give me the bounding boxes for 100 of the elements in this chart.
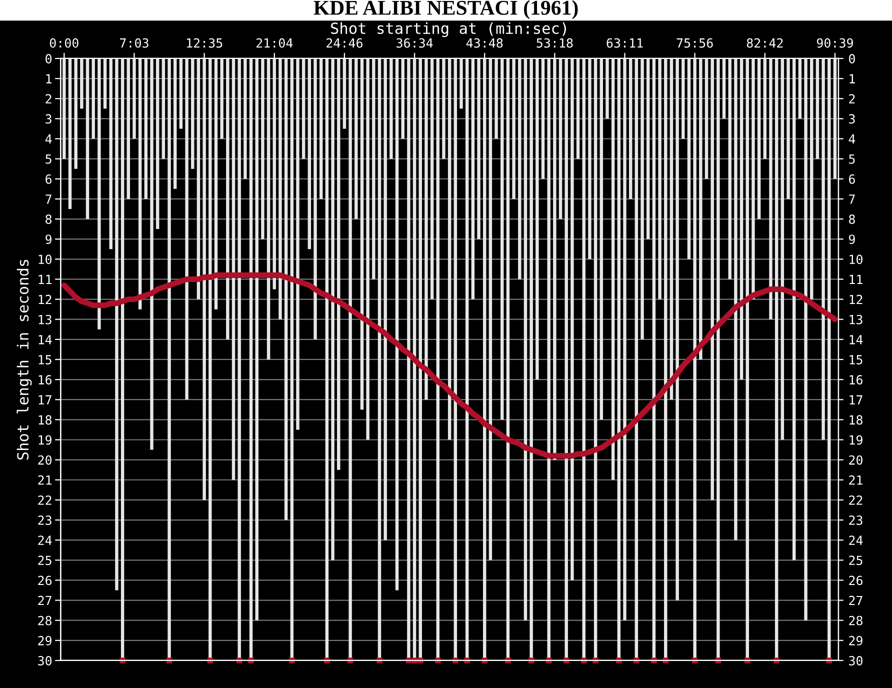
y2-tick-label: 30 [849, 656, 862, 666]
bar [331, 58, 334, 560]
bar [337, 58, 340, 470]
y-tick-label: 2 [46, 94, 52, 104]
bar [512, 58, 516, 199]
bar [80, 58, 84, 109]
y-tick-label: 16 [38, 375, 52, 385]
bar [804, 58, 808, 620]
bar [734, 58, 738, 540]
x-tick-label: 7:03 [120, 38, 148, 48]
bar [226, 58, 230, 340]
y-tick-label: 17 [38, 395, 52, 404]
y2-tick-label: 6 [849, 174, 855, 184]
y2-tick-label: 27 [849, 596, 862, 606]
bar [623, 58, 626, 620]
bar [798, 58, 802, 119]
bar [109, 58, 112, 250]
y-tick-label: 22 [38, 495, 52, 505]
y2-tick-label: 9 [848, 234, 855, 244]
y-tick-label: 11 [38, 274, 52, 284]
x-tick-label: 43:48 [466, 38, 503, 48]
bar [792, 58, 796, 560]
y2-tick-label: 13 [850, 314, 862, 324]
bar [272, 58, 276, 290]
bar [810, 58, 814, 300]
bar [156, 58, 160, 230]
bar [600, 58, 603, 420]
bar [354, 58, 358, 220]
y2-tick-label: 21 [849, 475, 862, 485]
bar [477, 58, 480, 240]
y2-tick-label: 14 [850, 335, 863, 344]
bar [384, 58, 387, 540]
x-tick-label: 21:04 [256, 38, 293, 48]
bar [98, 58, 101, 330]
y2-tick-label: 23 [849, 516, 862, 525]
bar [822, 58, 825, 440]
bar [611, 58, 615, 480]
y-tick-label: 25 [38, 556, 52, 566]
y2-tick-label: 4 [848, 134, 856, 144]
bar [728, 58, 732, 280]
x-tick-label: 82:42 [746, 38, 783, 48]
y-tick-label: 5 [46, 154, 52, 164]
bar [833, 58, 837, 179]
x-tick-label: 12:35 [186, 38, 222, 48]
bar [126, 58, 130, 199]
bar [670, 58, 674, 400]
bar [786, 58, 790, 199]
bar [92, 58, 95, 139]
y-tick-label: 7 [46, 194, 52, 204]
y2-tick-label: 17 [850, 395, 862, 404]
bar [395, 58, 399, 590]
y-tick-label: 6 [46, 174, 52, 184]
bar [740, 58, 744, 380]
bar [202, 58, 206, 500]
y-tick-label: 30 [38, 656, 52, 666]
y-tick-label: 3 [46, 114, 52, 124]
y-tick-label: 10 [38, 254, 52, 264]
bar [687, 58, 691, 260]
bar [185, 58, 188, 400]
y2-tick-label: 11 [850, 274, 862, 284]
y-tick-label: 9 [46, 234, 52, 244]
bar [763, 58, 767, 159]
x-tick-label: 0:00 [50, 38, 78, 48]
bar [536, 58, 539, 380]
bar [103, 58, 107, 109]
y-tick-label: 29 [38, 636, 52, 646]
bar [606, 58, 609, 119]
bar [342, 58, 346, 129]
bar [74, 58, 78, 169]
bar [196, 58, 200, 300]
y2-tick-label: 8 [849, 214, 855, 224]
bar [162, 58, 166, 159]
bar [448, 58, 452, 440]
bar [518, 58, 522, 280]
y2-tick-label: 20 [849, 455, 862, 465]
x-tick-label: 24:46 [326, 38, 362, 48]
bar [296, 58, 300, 430]
bar [284, 58, 288, 520]
y-tick-label: 26 [38, 576, 52, 586]
bar [144, 58, 148, 199]
y2-tick-label: 24 [849, 536, 863, 545]
bar [816, 58, 820, 159]
bar [676, 58, 679, 600]
y-tick-label: 19 [38, 435, 52, 445]
y2-tick-label: 5 [849, 154, 855, 164]
y-axis-title: Shot length in seconds [16, 260, 32, 460]
bar [640, 58, 644, 340]
bar [628, 58, 632, 199]
bar [488, 58, 492, 560]
y-tick-label: 15 [38, 355, 52, 364]
bar [471, 58, 475, 300]
x-tick-label: 90:39 [816, 38, 853, 48]
bar [752, 58, 755, 300]
bar [682, 58, 685, 139]
bar [68, 58, 72, 209]
bar [430, 58, 434, 300]
bar [138, 58, 142, 310]
bar [460, 58, 463, 109]
y2-tick-label: 29 [849, 636, 862, 646]
bar [372, 58, 376, 280]
